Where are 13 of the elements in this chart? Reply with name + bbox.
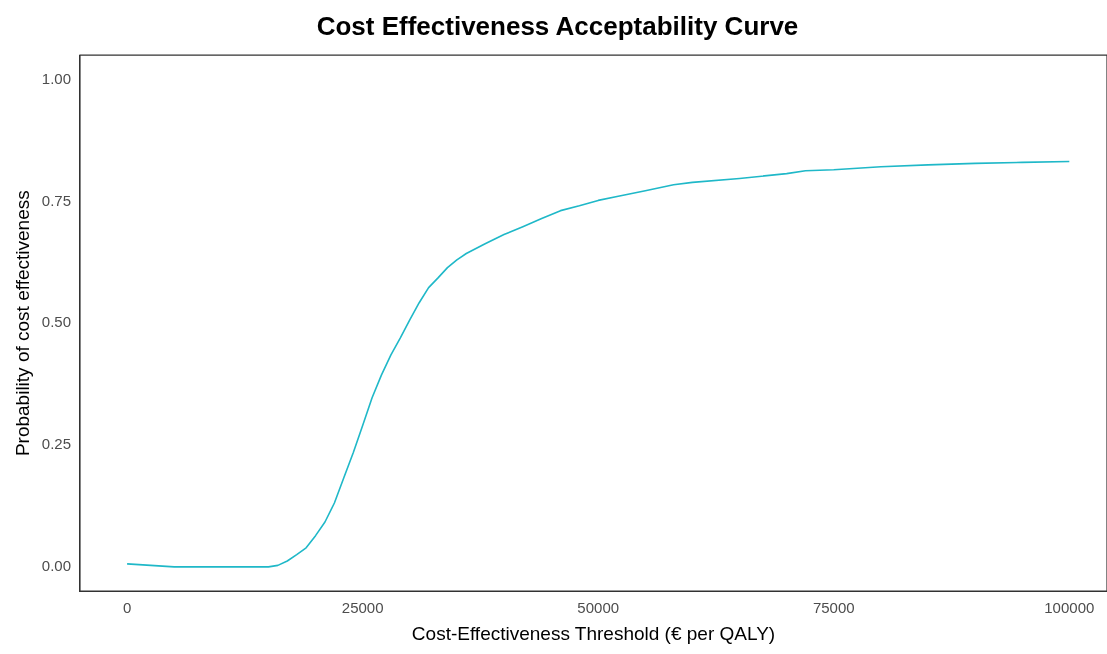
x-tick-label: 0	[122, 599, 132, 617]
y-tick-label: 0.75	[41, 191, 71, 209]
x-tick-label: 75000	[812, 599, 855, 617]
y-tick-label: 1.00	[41, 69, 71, 87]
y-tick-label: 0.25	[41, 435, 71, 453]
y-tick-label: 0.50	[41, 313, 71, 331]
x-tick-label: 25000	[341, 599, 384, 617]
x-tick-label: 50000	[577, 599, 620, 617]
y-tick-label: 0.00	[41, 556, 71, 574]
y-axis-title: Probability of cost effectiveness	[11, 190, 33, 457]
x-axis-title: Cost-Effectiveness Threshold (€ per QALY)	[411, 622, 776, 644]
x-tick-label: 100000	[1044, 599, 1095, 617]
chart-title: Cost Effectiveness Acceptability Curve	[316, 10, 799, 41]
